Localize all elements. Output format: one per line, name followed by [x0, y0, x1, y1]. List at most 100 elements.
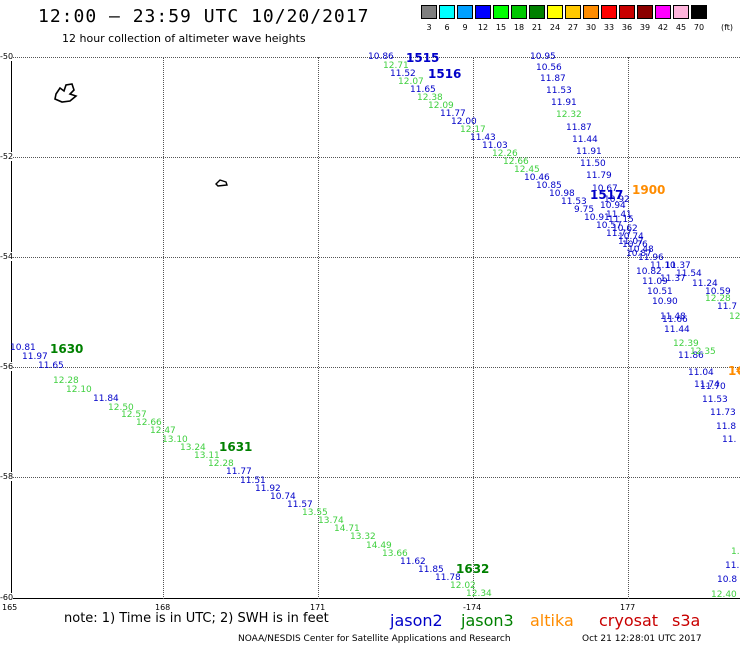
- swh-value: 13.10: [162, 435, 188, 445]
- pass-time-label: 1632: [456, 562, 490, 576]
- swh-value: 10.74: [618, 232, 644, 242]
- scale-swatch: [601, 5, 617, 19]
- scale-swatch: [475, 5, 491, 19]
- scale-swatch: [493, 5, 509, 19]
- swh-value: 11.84: [93, 394, 119, 404]
- swh-value: 11.87: [540, 74, 566, 84]
- lat-label: -60: [0, 593, 14, 602]
- swh-value: 11.43: [470, 133, 496, 143]
- legend-jason3: jason3: [461, 611, 514, 630]
- scale-swatch: [619, 5, 635, 19]
- swh-value: 11.52: [390, 69, 416, 79]
- swh-value: 11.62: [400, 557, 426, 567]
- swh-value: 13.66: [382, 549, 408, 559]
- swh-value: 11.91: [551, 98, 577, 108]
- swh-value: 12.66: [503, 157, 529, 167]
- chart-subtitle: 12 hour collection of altimeter wave hei…: [62, 32, 306, 45]
- swh-value: 11.10: [650, 261, 676, 271]
- credit-org: NOAA/NESDIS Center for Satellite Applica…: [238, 634, 511, 644]
- grid-line-lon: [318, 57, 319, 599]
- swh-value: 11.53: [702, 395, 728, 405]
- swh-value: 11.51: [240, 476, 266, 486]
- swh-value: 10.87: [626, 249, 652, 259]
- lon-label: 171: [310, 603, 326, 612]
- scale-swatch: [655, 5, 671, 19]
- swh-value: 10.98: [549, 189, 575, 199]
- scale-swatch: [457, 5, 473, 19]
- scale-swatch: [439, 5, 455, 19]
- credit-timestamp: Oct 21 12:28:01 UTC 2017: [582, 634, 702, 644]
- swh-value: 13.74: [318, 516, 344, 526]
- swh-value: 11.15: [608, 215, 634, 225]
- scale-label: 3: [426, 23, 432, 32]
- grid-line-lat: [11, 257, 740, 258]
- swh-value: 11.77: [440, 109, 466, 119]
- swh-value: 11.91: [576, 147, 602, 157]
- swh-value: 13.11: [194, 451, 220, 461]
- swh-value: 11.96: [638, 253, 664, 263]
- swh-value: 10.94: [600, 201, 626, 211]
- legend-cryosat: cryosat: [599, 611, 659, 630]
- scale-label: 45: [675, 23, 687, 32]
- swh-value: 12.10: [66, 385, 92, 395]
- swh-value: 10.62: [612, 224, 638, 234]
- scale-label: 33: [603, 23, 615, 32]
- scale-swatch: [529, 5, 545, 19]
- swh-value: 11.24: [692, 279, 718, 289]
- swh-value: 11.03: [482, 141, 508, 151]
- swh-value: 11.74: [694, 380, 720, 390]
- swh-value: 13.32: [350, 532, 376, 542]
- legend-altika: altika: [530, 611, 574, 630]
- swh-value: 12.28: [705, 294, 731, 304]
- swh-value: 10.76: [622, 240, 648, 250]
- swh-value: 12.38: [417, 93, 443, 103]
- swh-value: 11.66: [662, 315, 688, 325]
- swh-value: 12.28: [53, 376, 79, 386]
- pass-time-label: 1900: [632, 183, 666, 197]
- scale-label: 9: [462, 23, 468, 32]
- scale-swatch: [511, 5, 527, 19]
- swh-value: 12: [729, 312, 740, 322]
- swh-value: 11.07: [618, 237, 644, 247]
- swh-value: 11.53: [561, 197, 587, 207]
- swh-value: 13.24: [180, 443, 206, 453]
- swh-value: 12.45: [514, 165, 540, 175]
- grid-line-lat: [11, 477, 740, 478]
- swh-value: 12.34: [466, 589, 492, 599]
- swh-value: 11.87: [566, 123, 592, 133]
- grid-line-lon: [473, 57, 474, 599]
- swh-value: 12.26: [492, 149, 518, 159]
- scale-swatch: [637, 5, 653, 19]
- scale-label: 42: [657, 23, 669, 32]
- grid-line-lat: [11, 367, 740, 368]
- swh-value: 10.8: [717, 575, 738, 585]
- swh-value: 11.50: [580, 159, 606, 169]
- grid-line-lon: [163, 57, 164, 599]
- lat-label: -54: [0, 252, 14, 261]
- swh-value: 11.92: [255, 484, 281, 494]
- scale-swatch: [583, 5, 599, 19]
- swh-value: 12.66: [136, 418, 162, 428]
- swh-value: 10.57: [596, 221, 622, 231]
- swh-value: 11.48: [660, 312, 686, 322]
- swh-value: 10.56: [536, 63, 562, 73]
- swh-value: 11.37: [665, 261, 691, 271]
- swh-value: 9.75: [574, 205, 595, 215]
- scale-label: 30: [585, 23, 597, 32]
- scale-label: 15: [495, 23, 507, 32]
- scale-label: 36: [621, 23, 633, 32]
- swh-value: 11.65: [410, 85, 436, 95]
- grid-line-lat: [11, 157, 740, 158]
- swh-value: 10.86: [368, 52, 394, 62]
- swh-value: 12.50: [108, 403, 134, 413]
- scale-swatch: [421, 5, 437, 19]
- swh-value: 13.55: [302, 508, 328, 518]
- swh-value: 14.71: [334, 524, 360, 534]
- swh-value: 11.: [725, 561, 740, 571]
- lon-label: -174: [463, 603, 482, 612]
- swh-value: 11.37: [660, 274, 686, 284]
- swh-value: 12.35: [690, 347, 716, 357]
- swh-value: 10.51: [647, 287, 673, 297]
- swh-value: 12.39: [673, 339, 699, 349]
- swh-value: 10.91: [584, 213, 610, 223]
